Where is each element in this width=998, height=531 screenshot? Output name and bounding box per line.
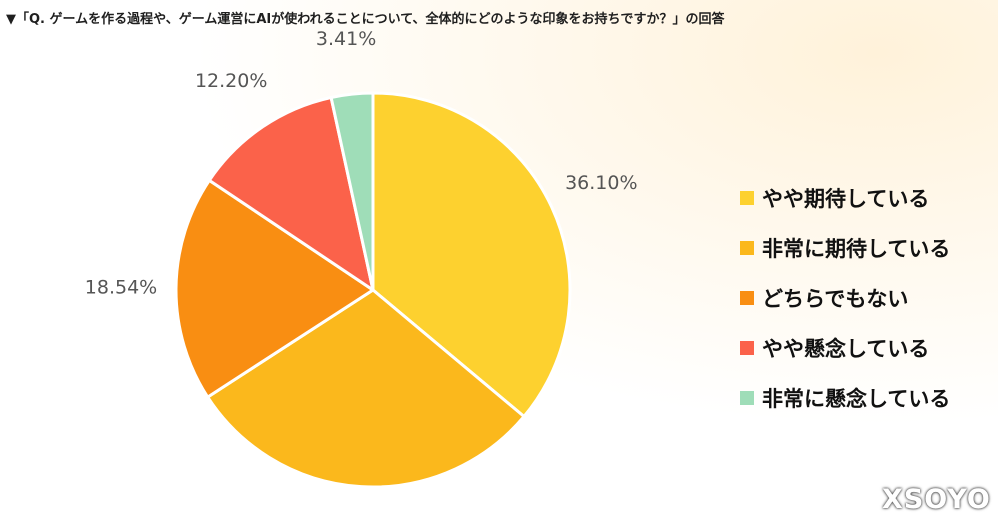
pie-data-label: 3.41%	[316, 28, 376, 50]
legend-swatch	[740, 341, 754, 355]
legend-label: 非常に懸念している	[762, 387, 951, 411]
legend-label: やや懸念している	[762, 337, 930, 361]
pie-slice	[207, 96, 375, 292]
watermark-logo: XSOYO	[882, 484, 991, 515]
pie-data-labels: 36.10%29.76%18.54%12.20%3.41%	[85, 28, 638, 531]
pie-data-label: 36.10%	[565, 172, 637, 194]
legend-swatch	[740, 391, 754, 405]
pie-slice	[174, 178, 375, 399]
legend: やや期待している 非常に期待している どちらでもない やや懸念している 非常に懸…	[740, 184, 950, 434]
legend-swatch	[740, 291, 754, 305]
legend-item: やや期待している	[740, 184, 950, 212]
pie-slice	[329, 91, 375, 292]
legend-item: やや懸念している	[740, 334, 950, 362]
legend-label: どちらでもない	[762, 287, 909, 311]
legend-swatch	[740, 241, 754, 255]
legend-item: どちらでもない	[740, 284, 950, 312]
legend-label: やや期待している	[762, 187, 930, 211]
legend-item: 非常に期待している	[740, 234, 950, 262]
pie-data-label: 18.54%	[85, 277, 157, 299]
pie-data-label: 12.20%	[195, 70, 267, 92]
pie-slice	[206, 288, 526, 489]
legend-item: 非常に懸念している	[740, 384, 950, 412]
pie-slice	[371, 91, 572, 418]
legend-label: 非常に期待している	[762, 237, 951, 261]
legend-swatch	[740, 191, 754, 205]
chart-title: ▼「Q. ゲームを作る過程や、ゲーム運営にAIが使われることについて、全体的にど…	[6, 12, 725, 27]
pie-slices	[174, 91, 572, 489]
